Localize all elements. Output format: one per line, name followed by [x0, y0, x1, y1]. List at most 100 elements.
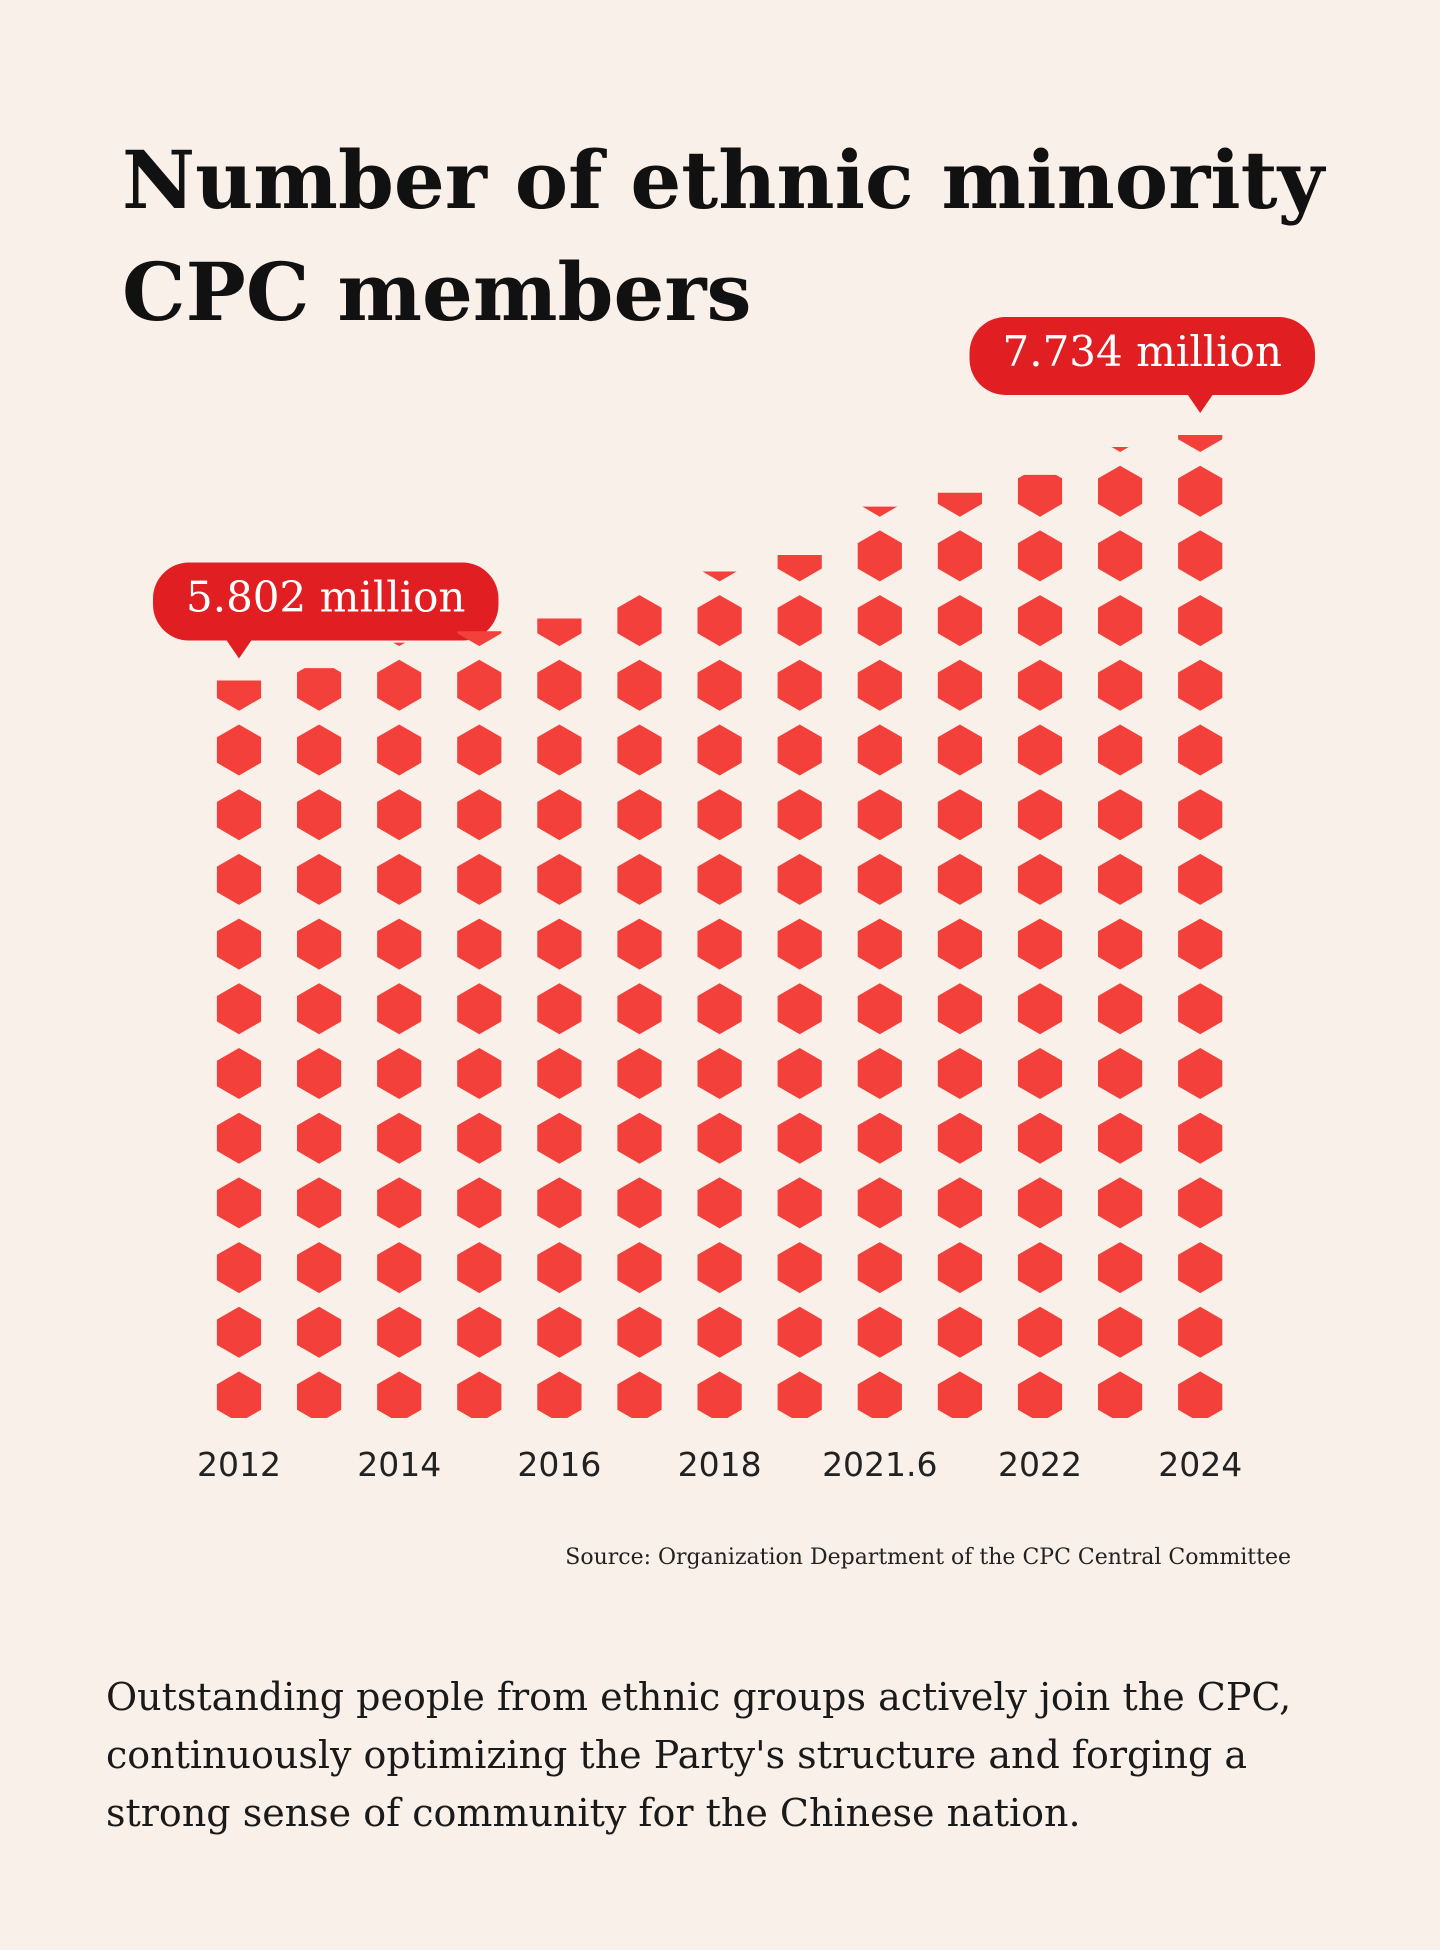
- hexagon: [857, 1371, 902, 1419]
- hexagon: [216, 724, 262, 776]
- hexagon: [1178, 918, 1223, 970]
- hexagon: [457, 789, 502, 841]
- hexagon: [1178, 1371, 1223, 1418]
- hexagon: [937, 530, 982, 582]
- callout-box: [153, 562, 499, 641]
- description-line: strong sense of community for the Chines…: [106, 1791, 1081, 1835]
- hexagon-column: [537, 618, 582, 1418]
- callout-pointer: [1187, 394, 1214, 413]
- hexagon: [617, 1242, 662, 1294]
- hexagon: [857, 595, 902, 647]
- hexagon: [1017, 474, 1063, 517]
- hexagon: [777, 1112, 822, 1164]
- hexagon: [297, 1177, 342, 1229]
- hexagon: [1017, 530, 1063, 582]
- hexagon: [1017, 918, 1063, 970]
- hexagon: [617, 659, 662, 711]
- hexagon: [857, 918, 902, 970]
- source-note: Source: Organization Department of the C…: [565, 1545, 1291, 1570]
- hexagon: [1098, 1177, 1143, 1229]
- hexagon-column: [697, 571, 742, 1418]
- hexagon: [1178, 1306, 1223, 1358]
- hexagon: [377, 1306, 422, 1358]
- hexagon: [537, 618, 582, 647]
- hexagon: [697, 789, 742, 841]
- hexagon: [393, 642, 406, 647]
- hexagon: [297, 1112, 342, 1164]
- hexagon: [937, 492, 982, 517]
- hexagon: [216, 918, 262, 970]
- hexagon: [777, 1371, 822, 1418]
- hexagon: [1098, 918, 1143, 970]
- hexagon: [617, 983, 662, 1035]
- hexagon: [617, 1177, 662, 1229]
- x-tick-label: 2018: [678, 1445, 762, 1484]
- hexagon: [617, 918, 662, 970]
- hexagon: [777, 1306, 822, 1358]
- hexagon: [777, 853, 822, 905]
- hexagon: [1017, 724, 1063, 776]
- hexagon: [377, 1112, 422, 1164]
- hexagon: [216, 680, 262, 711]
- hexagon: [1098, 595, 1143, 647]
- callout: 5.802 million: [153, 562, 499, 659]
- hexagon: [537, 983, 582, 1035]
- hexagon: [697, 1371, 742, 1418]
- hexagon: [297, 983, 342, 1035]
- hexagon: [697, 853, 742, 905]
- hexagon-column: [1178, 435, 1223, 1418]
- hexagon: [697, 1177, 742, 1229]
- hexagon: [457, 1306, 502, 1358]
- hexagon: [377, 1242, 422, 1294]
- hexagon: [537, 659, 582, 711]
- x-tick-label: 2021.6: [822, 1445, 937, 1484]
- hexagon: [697, 595, 742, 647]
- hexagon: [377, 1048, 422, 1099]
- hexagon: [297, 668, 342, 711]
- x-tick-label: 2014: [357, 1445, 441, 1484]
- callout: 7.734 million: [969, 317, 1315, 413]
- hexagon: [937, 659, 982, 711]
- hexagon: [297, 724, 342, 776]
- hexagon: [1178, 853, 1223, 905]
- hexagon: [377, 659, 422, 711]
- hexagon: [937, 1112, 982, 1164]
- hexagon: [457, 1177, 502, 1229]
- hexagon: [537, 853, 582, 905]
- hexagon: [937, 1242, 982, 1294]
- hexagon: [297, 1306, 342, 1358]
- description-line: Outstanding people from ethnic groups ac…: [106, 1675, 1291, 1719]
- hexagon: [1017, 983, 1063, 1035]
- hexagon: [537, 1306, 582, 1358]
- hexagon: [297, 789, 342, 841]
- hexagon: [857, 1048, 902, 1099]
- hexagon: [457, 918, 502, 970]
- hexagon: [617, 724, 662, 776]
- hexagon: [617, 595, 662, 647]
- hexagon: [457, 853, 502, 905]
- hexagon: [537, 1177, 582, 1229]
- hexagon: [857, 530, 902, 582]
- hexagon-column: [937, 492, 982, 1418]
- hexagon: [1098, 1306, 1143, 1358]
- hexagon: [1017, 789, 1063, 841]
- hexagon: [937, 1177, 982, 1229]
- hexagon: [1178, 530, 1223, 582]
- hexagon: [937, 1048, 982, 1099]
- hexagon: [937, 918, 982, 970]
- hexagon: [1098, 853, 1143, 905]
- hexagon: [537, 1048, 582, 1099]
- hexagon: [937, 724, 982, 776]
- callout-pointer: [226, 639, 252, 659]
- hexagon: [216, 1112, 262, 1164]
- hexagon: [1178, 983, 1223, 1035]
- hexagon: [777, 1048, 822, 1099]
- hexagon: [216, 1371, 262, 1418]
- hexagon: [216, 1048, 262, 1099]
- hexagon: [216, 983, 262, 1035]
- hexagon: [1098, 789, 1143, 841]
- hexagon: [297, 1371, 342, 1418]
- hexagon: [377, 789, 422, 841]
- hexagon: [216, 1177, 262, 1229]
- hexagon: [697, 983, 742, 1035]
